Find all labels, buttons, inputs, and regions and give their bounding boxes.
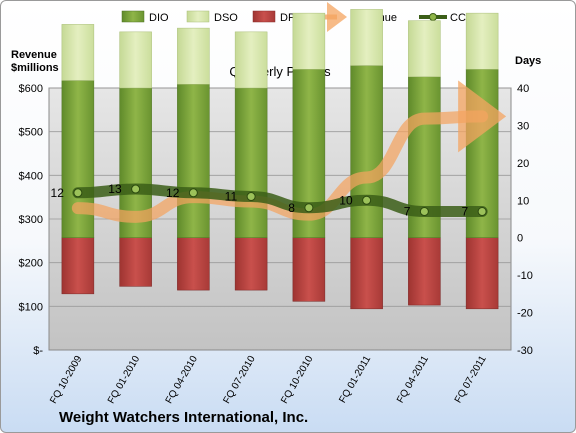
ccc-point bbox=[188, 188, 198, 198]
y-left-tick-label: $400 bbox=[19, 170, 43, 182]
ccc-point bbox=[362, 195, 372, 205]
x-tick-label: FQ 10-2009 bbox=[48, 354, 84, 406]
x-tick-label: FQ 10-2010 bbox=[279, 354, 315, 406]
legend-swatch-dso bbox=[186, 10, 210, 23]
bar-dso bbox=[408, 20, 441, 78]
x-tick-label: FQ 07-2010 bbox=[222, 354, 258, 406]
bar-dio bbox=[234, 87, 268, 238]
x-tick-label: FQ 01-2010 bbox=[106, 354, 142, 406]
legend-ccc-marker bbox=[429, 13, 437, 21]
ccc-data-label: 10 bbox=[339, 193, 353, 207]
y-right-axis-title: Days bbox=[515, 55, 541, 67]
bar-dso bbox=[119, 31, 152, 89]
bar-dpo bbox=[408, 237, 441, 306]
bar-dso bbox=[61, 24, 95, 81]
bar-dpo bbox=[119, 237, 152, 287]
ccc-point bbox=[73, 188, 83, 198]
ccc-point bbox=[419, 207, 429, 217]
y-right-tick-label: 10 bbox=[517, 195, 529, 207]
bar-dpo bbox=[465, 237, 499, 310]
y-right-tick-label: 30 bbox=[517, 120, 529, 132]
x-axis-labels: FQ 10-2009 FQ 01-2010 FQ 04-2010 FQ 07-2010… bbox=[48, 354, 489, 406]
ccc-point bbox=[304, 203, 314, 213]
y-right-tick-label: -30 bbox=[517, 345, 533, 357]
y-right-tick-label: -20 bbox=[517, 308, 533, 320]
x-tick-label: FQ 04-2011 bbox=[395, 354, 431, 405]
revenue-series bbox=[71, 80, 507, 223]
bar-dpo bbox=[177, 237, 210, 291]
y-left-tick-label: $100 bbox=[19, 301, 43, 313]
y-left-axis: $600 $500 $400 $300 $200 $100 $- bbox=[19, 83, 44, 357]
bar-dso bbox=[465, 12, 499, 70]
company-name: Weight Watchers International, Inc. bbox=[59, 409, 308, 426]
bar-dpo bbox=[350, 237, 383, 310]
y-right-tick-label: 40 bbox=[517, 83, 529, 95]
bar-dio bbox=[350, 65, 383, 238]
ccc-data-label: 7 bbox=[461, 205, 468, 219]
y-left-tick-label: $600 bbox=[19, 83, 43, 95]
legend-swatch-dio bbox=[121, 10, 145, 23]
ccc-point bbox=[246, 192, 256, 202]
legend-label-dio: DIO bbox=[149, 12, 169, 24]
bar-dpo bbox=[61, 237, 95, 295]
bar-dso bbox=[350, 9, 383, 66]
ccc-data-label: 7 bbox=[404, 205, 411, 219]
ccc-data-label: 11 bbox=[225, 190, 238, 204]
ccc-data-label: 12 bbox=[51, 186, 65, 200]
ccc-data-label: 12 bbox=[166, 186, 180, 200]
bar-dpo bbox=[292, 237, 326, 302]
x-tick-label: FQ 07-2011 bbox=[453, 354, 489, 405]
ccc-series: 12 13 12 11 8 10 7 7 bbox=[51, 182, 488, 219]
y-left-tick-label: $300 bbox=[19, 214, 43, 226]
y-right-tick-label: 0 bbox=[517, 233, 523, 245]
y-right-axis: 40 30 20 10 0 -10 -20 -30 bbox=[517, 83, 533, 357]
bar-dso bbox=[234, 31, 268, 89]
y-left-axis-title-line2: $millions bbox=[11, 62, 59, 74]
y-left-tick-label: $500 bbox=[19, 127, 43, 139]
ccc-data-label: 8 bbox=[288, 201, 295, 215]
y-right-tick-label: 20 bbox=[517, 158, 529, 170]
bar-dso bbox=[177, 27, 210, 85]
bar-dpo bbox=[234, 237, 268, 291]
x-tick-label: FQ 01-2011 bbox=[337, 354, 373, 405]
bar-dso bbox=[292, 12, 326, 70]
y-left-axis-title-line1: Revenue bbox=[11, 49, 57, 61]
revenue-line bbox=[71, 80, 507, 223]
y-left-tick-label: $- bbox=[33, 345, 43, 357]
y-right-tick-label: -10 bbox=[517, 270, 533, 282]
legend-swatch-dpo bbox=[252, 10, 276, 23]
y-left-tick-label: $200 bbox=[19, 258, 43, 270]
legend-label-dso: DSO bbox=[214, 12, 238, 24]
ccc-data-label: 13 bbox=[108, 182, 122, 196]
x-tick-label: FQ 04-2010 bbox=[164, 354, 200, 406]
ccc-point bbox=[131, 184, 141, 194]
ccc-point bbox=[477, 207, 487, 217]
ccc-line bbox=[72, 183, 488, 218]
bar-dio bbox=[177, 84, 210, 238]
